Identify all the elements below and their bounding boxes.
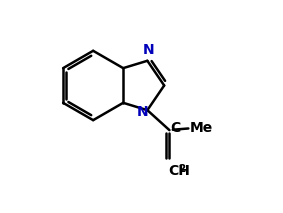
Text: N: N xyxy=(143,43,154,57)
Text: 2: 2 xyxy=(179,164,186,174)
Text: CH: CH xyxy=(168,164,190,178)
Text: Me: Me xyxy=(189,121,213,135)
Text: N: N xyxy=(136,105,148,119)
Text: C: C xyxy=(170,121,181,135)
